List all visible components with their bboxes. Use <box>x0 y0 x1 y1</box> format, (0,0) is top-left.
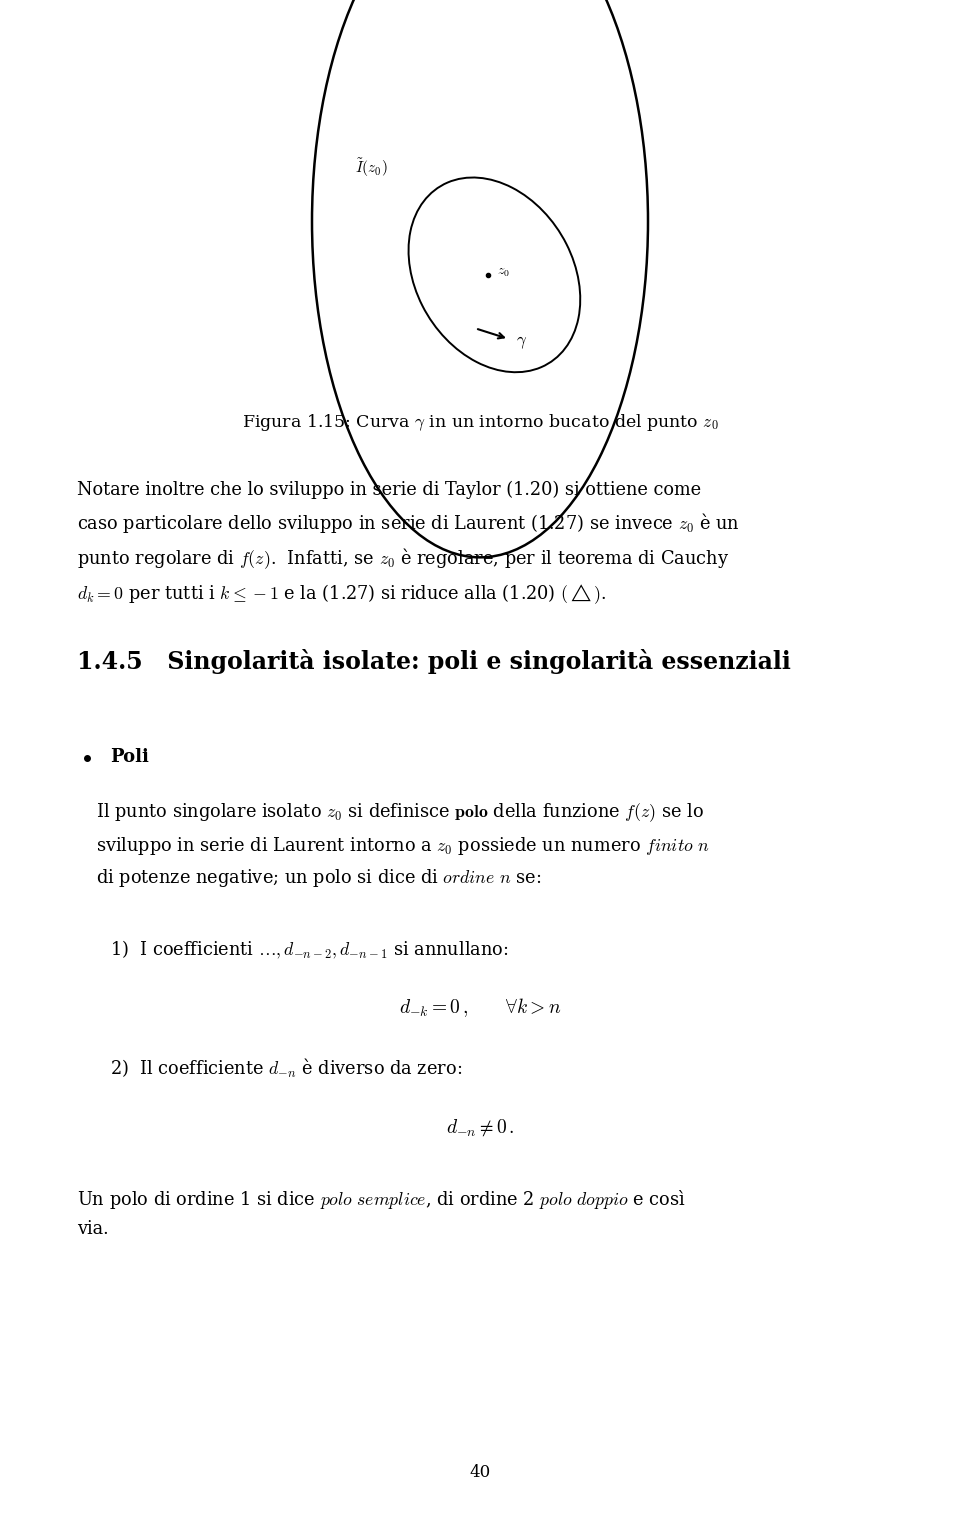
Text: $\bullet$: $\bullet$ <box>82 748 91 767</box>
Text: Il punto singolare isolato $z_0$ si definisce $\mathbf{polo}$ della funzione $f(: Il punto singolare isolato $z_0$ si defi… <box>96 802 710 889</box>
Text: 2)  Il coefficiente $d_{-n}$ è diverso da zero:: 2) Il coefficiente $d_{-n}$ è diverso da… <box>110 1057 463 1080</box>
Text: 1)  I coefficienti $\ldots, d_{-n-2}, d_{-n-1}$ si annullano:: 1) I coefficienti $\ldots, d_{-n-2}, d_{… <box>110 939 509 960</box>
Text: $d_{-n} \neq 0\,.$: $d_{-n} \neq 0\,.$ <box>445 1118 515 1138</box>
Text: Un polo di ordine 1 si dice $\mathit{polo\ semplice}$, di ordine 2 $\mathit{polo: Un polo di ordine 1 si dice $\mathit{pol… <box>77 1188 685 1238</box>
Text: 40: 40 <box>469 1464 491 1481</box>
Text: Notare inoltre che lo sviluppo in serie di Taylor (1.20) si ottiene come
caso pa: Notare inoltre che lo sviluppo in serie … <box>77 481 739 606</box>
Text: $d_{-k} = 0\,,\qquad \forall k > n$: $d_{-k} = 0\,,\qquad \forall k > n$ <box>398 996 562 1019</box>
Text: Figura 1.15: Curva $\gamma$ in un intorno bucato del punto $z_0$: Figura 1.15: Curva $\gamma$ in un intorn… <box>242 412 718 434</box>
Text: $z_0$: $z_0$ <box>497 264 510 279</box>
Text: $\tilde{I}(z_0)$: $\tilde{I}(z_0)$ <box>355 157 388 179</box>
Text: Poli: Poli <box>110 748 149 767</box>
Text: 1.4.5   Singolarità isolate: poli e singolarità essenziali: 1.4.5 Singolarità isolate: poli e singol… <box>77 649 791 673</box>
Text: $\gamma$: $\gamma$ <box>516 333 528 351</box>
